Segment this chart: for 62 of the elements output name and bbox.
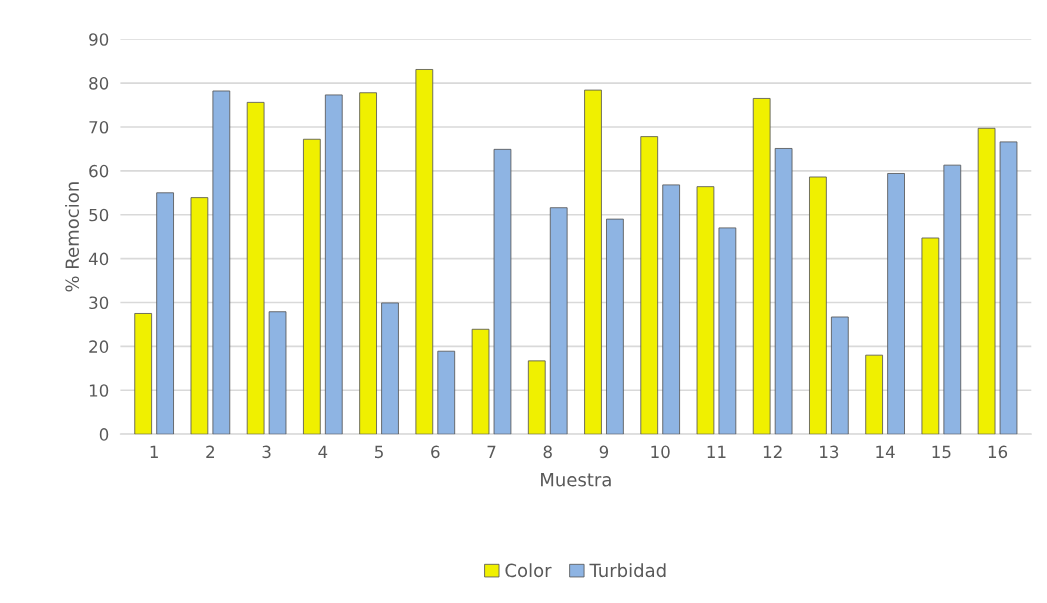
bar: [774, 148, 793, 435]
bar: [696, 186, 715, 435]
bar: [887, 173, 905, 435]
y-tick-label: 30: [89, 296, 109, 310]
legend-label: Turbidad: [589, 563, 666, 578]
bar: [134, 313, 153, 435]
bar: [999, 141, 1018, 435]
x-tick-label: 7: [487, 445, 496, 458]
bar: [809, 176, 827, 435]
bar: [606, 218, 624, 435]
bar: [752, 98, 771, 435]
bar: [246, 101, 265, 435]
x-tick-label: 12: [763, 445, 782, 458]
x-tick-label: 10: [651, 445, 670, 459]
y-tick-label: 10: [89, 384, 109, 397]
x-tick-label: 14: [876, 445, 895, 458]
x-tick-label: 2: [206, 445, 214, 458]
bar: [549, 207, 568, 435]
bar: [640, 136, 659, 435]
x-tick-label: 11: [707, 445, 726, 458]
y-tick-label: 90: [89, 33, 109, 46]
x-tick-label: 16: [988, 445, 1008, 459]
bar: [212, 90, 231, 435]
bar: [324, 94, 343, 435]
x-tick-label: 6: [431, 445, 440, 459]
y-axis-title: % Remocion: [65, 182, 80, 292]
x-tick-label: 15: [932, 445, 951, 459]
bar: [865, 354, 883, 435]
y-tick-label: 40: [88, 252, 109, 266]
bar: [662, 184, 681, 435]
bar: [718, 227, 737, 435]
x-tick-label: 5: [375, 445, 383, 459]
bar: [190, 197, 209, 435]
bar: [156, 192, 174, 435]
x-tick-label: 9: [599, 445, 609, 459]
bar: [493, 148, 512, 435]
x-axis-title: Muestra: [541, 473, 611, 487]
bar: [921, 237, 940, 435]
legend-label: Color: [505, 563, 552, 578]
bar: [830, 316, 849, 435]
bar: [415, 69, 434, 435]
bar: [584, 89, 602, 435]
y-tick-label: 70: [89, 120, 109, 134]
x-tick-label: 1: [150, 445, 158, 458]
x-tick-label: 8: [543, 445, 552, 459]
x-tick-label: 13: [820, 445, 839, 459]
y-tick-label: 60: [89, 164, 109, 178]
x-tick-label: 3: [262, 445, 271, 459]
bar: [303, 138, 321, 435]
y-tick-label: 80: [89, 77, 109, 90]
bar: [977, 127, 996, 435]
bar: [943, 164, 962, 435]
bar: [471, 328, 490, 435]
bar: [359, 92, 377, 435]
bar: [527, 360, 546, 435]
bar: [381, 302, 399, 435]
bar: [437, 350, 456, 435]
y-tick-label: 20: [89, 340, 109, 353]
y-tick-label: 0: [99, 428, 109, 441]
y-tick-label: 50: [89, 208, 109, 222]
bar: [268, 311, 287, 435]
x-tick-label: 4: [318, 445, 328, 458]
